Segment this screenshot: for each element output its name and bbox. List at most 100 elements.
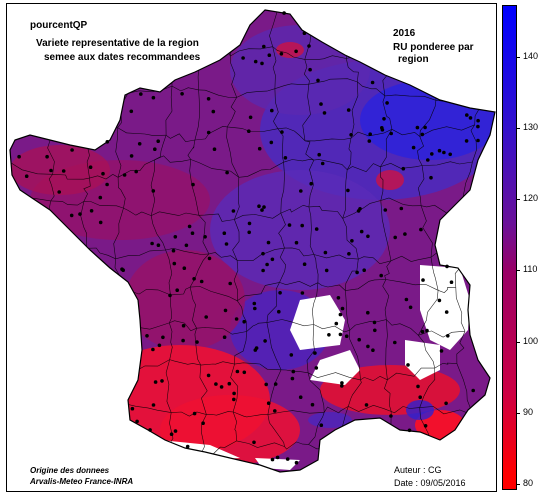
station-dot bbox=[78, 212, 82, 216]
station-dot bbox=[231, 209, 236, 213]
department-border bbox=[420, 205, 433, 258]
department-border bbox=[83, 359, 116, 376]
department-border bbox=[277, 127, 306, 142]
station-dot bbox=[266, 240, 271, 245]
station-dot bbox=[370, 80, 375, 85]
station-dot bbox=[222, 231, 227, 235]
station-dot bbox=[426, 158, 430, 162]
station-dot bbox=[253, 59, 258, 64]
department-border bbox=[154, 155, 191, 163]
author-label: Auteur : CG bbox=[394, 465, 442, 475]
department-border bbox=[455, 211, 465, 241]
department-border bbox=[434, 362, 457, 369]
station-dot bbox=[406, 363, 410, 367]
department-border bbox=[198, 215, 210, 255]
department-border bbox=[391, 129, 420, 137]
department-border bbox=[266, 282, 280, 323]
department-border bbox=[384, 94, 436, 101]
station-dot bbox=[277, 309, 281, 314]
station-dot bbox=[212, 147, 217, 151]
station-dot bbox=[290, 376, 295, 381]
department-border bbox=[456, 331, 466, 364]
department-border bbox=[246, 322, 267, 332]
department-border bbox=[346, 58, 359, 82]
department-border bbox=[194, 89, 200, 141]
station-dot bbox=[373, 328, 377, 333]
department-border bbox=[200, 361, 235, 366]
station-dot bbox=[270, 108, 274, 113]
station-dot bbox=[323, 250, 328, 255]
department-border bbox=[466, 415, 474, 441]
station-dot bbox=[206, 97, 211, 101]
department-border bbox=[308, 412, 325, 445]
department-border bbox=[50, 439, 77, 448]
station-dot bbox=[227, 381, 232, 386]
department-border bbox=[284, 441, 309, 450]
department-border bbox=[115, 374, 121, 403]
station-dot bbox=[201, 421, 205, 426]
department-border bbox=[357, 81, 386, 97]
station-dot bbox=[367, 139, 372, 143]
department-border bbox=[382, 95, 393, 130]
department-border bbox=[281, 369, 309, 374]
department-border bbox=[10, 414, 11, 451]
department-border bbox=[86, 248, 92, 297]
department-border bbox=[380, 197, 422, 207]
station-dot bbox=[310, 402, 315, 407]
station-dot bbox=[273, 382, 278, 386]
station-dot bbox=[98, 220, 103, 225]
station-dot bbox=[49, 168, 53, 173]
station-dot bbox=[262, 205, 266, 209]
station-dot bbox=[350, 239, 354, 243]
station-dot bbox=[465, 113, 469, 117]
station-dot bbox=[393, 235, 398, 240]
station-dot bbox=[232, 391, 236, 396]
station-dot bbox=[287, 223, 292, 227]
station-dot bbox=[161, 335, 165, 340]
station-dot bbox=[180, 92, 184, 96]
department-border bbox=[119, 402, 125, 460]
department-border bbox=[46, 80, 77, 91]
station-dot bbox=[445, 264, 449, 269]
department-border bbox=[76, 406, 82, 443]
department-border bbox=[346, 43, 390, 59]
station-dot bbox=[211, 109, 216, 114]
department-border bbox=[237, 282, 280, 302]
department-border bbox=[18, 358, 46, 366]
station-dot bbox=[408, 305, 413, 310]
department-border bbox=[386, 452, 436, 461]
department-border bbox=[236, 440, 285, 448]
department-border bbox=[81, 327, 127, 340]
station-dot bbox=[214, 382, 218, 386]
department-border bbox=[342, 200, 381, 219]
department-border bbox=[80, 359, 86, 407]
station-dot bbox=[366, 310, 370, 315]
department-border bbox=[121, 457, 168, 463]
station-dot bbox=[185, 444, 190, 449]
department-border bbox=[419, 368, 436, 408]
station-dot bbox=[252, 301, 257, 306]
station-dot bbox=[134, 169, 138, 174]
department-border bbox=[20, 287, 52, 292]
station-dot bbox=[153, 380, 158, 384]
subtitle-line2: semee aux dates recommandees bbox=[44, 52, 201, 63]
station-dot bbox=[291, 369, 296, 374]
department-border bbox=[41, 335, 47, 365]
department-border bbox=[302, 84, 311, 141]
tick-mark-110 bbox=[516, 270, 520, 272]
station-dot bbox=[476, 118, 480, 123]
station-dot bbox=[382, 117, 386, 121]
department-border bbox=[10, 10, 40, 12]
department-border bbox=[45, 80, 50, 120]
department-border bbox=[89, 174, 119, 180]
station-dot bbox=[317, 152, 322, 157]
department-border bbox=[303, 59, 310, 85]
station-dot bbox=[429, 175, 433, 180]
station-dot bbox=[266, 401, 271, 406]
station-dot bbox=[241, 56, 245, 60]
department-border bbox=[114, 10, 165, 19]
department-border bbox=[313, 254, 359, 260]
station-dot bbox=[357, 337, 362, 342]
department-border bbox=[226, 126, 240, 178]
tick-label-140: 140 bbox=[523, 50, 539, 61]
